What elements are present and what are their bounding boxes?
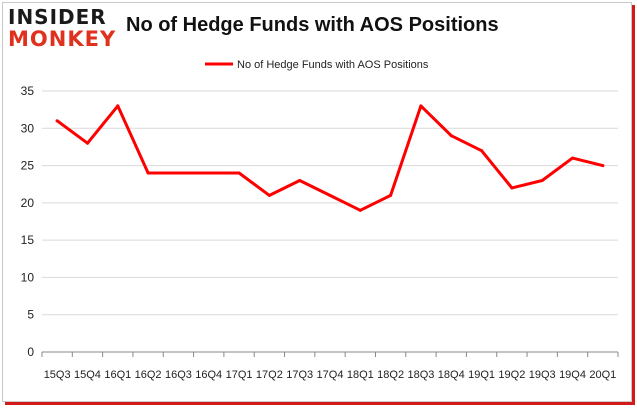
data-point (55, 119, 59, 123)
x-tick-label: 19Q3 (529, 369, 556, 381)
x-tick-label: 18Q3 (407, 369, 434, 381)
y-tick-label: 5 (27, 308, 34, 322)
data-point (298, 178, 302, 182)
x-tick-label: 19Q2 (498, 369, 525, 381)
x-tick-label: 16Q4 (195, 369, 222, 381)
data-point (237, 171, 241, 175)
x-tick-label: 17Q4 (317, 369, 344, 381)
data-point (328, 193, 332, 197)
data-point (480, 149, 484, 153)
logo-text-insider: INSIDER (8, 5, 107, 29)
x-tick-label: 16Q1 (104, 369, 131, 381)
data-point (176, 171, 180, 175)
y-tick-label: 35 (21, 84, 35, 98)
y-tick-label: 30 (21, 121, 35, 135)
data-point (540, 178, 544, 182)
data-point (358, 208, 362, 212)
x-tick-label: 18Q4 (438, 369, 465, 381)
x-tick-label: 18Q1 (347, 369, 374, 381)
x-tick-label: 20Q1 (589, 369, 616, 381)
legend-label: No of Hedge Funds with AOS Positions (237, 59, 429, 71)
data-point (601, 164, 605, 168)
data-point (389, 193, 393, 197)
logo-text-monkey: MONKEY (8, 27, 117, 51)
x-tick-label: 17Q1 (226, 369, 253, 381)
data-point (510, 186, 514, 190)
x-tick-label: 15Q3 (44, 369, 71, 381)
chart-title: No of Hedge Funds with AOS Positions (126, 14, 499, 36)
x-tick-label: 16Q3 (165, 369, 192, 381)
y-tick-label: 20 (21, 196, 35, 210)
data-point (207, 171, 211, 175)
x-tick-label: 15Q4 (74, 369, 101, 381)
data-point (419, 104, 423, 108)
data-point (85, 141, 89, 145)
x-tick-label: 17Q3 (286, 369, 313, 381)
data-point (146, 171, 150, 175)
y-tick-label: 15 (21, 233, 35, 247)
x-tick-label: 18Q2 (377, 369, 404, 381)
y-tick-label: 0 (27, 345, 34, 359)
y-tick-label: 25 (21, 159, 35, 173)
data-point (116, 104, 120, 108)
data-point (267, 193, 271, 197)
x-tick-label: 19Q1 (468, 369, 495, 381)
data-point (449, 134, 453, 138)
data-point (571, 156, 575, 160)
y-tick-label: 10 (21, 270, 35, 284)
x-tick-label: 19Q4 (559, 369, 586, 381)
x-tick-label: 17Q2 (256, 369, 283, 381)
insider-monkey-logo: INSIDER MONKEY (8, 6, 120, 52)
chart-frame (2, 2, 632, 402)
x-tick-label: 16Q2 (135, 369, 162, 381)
